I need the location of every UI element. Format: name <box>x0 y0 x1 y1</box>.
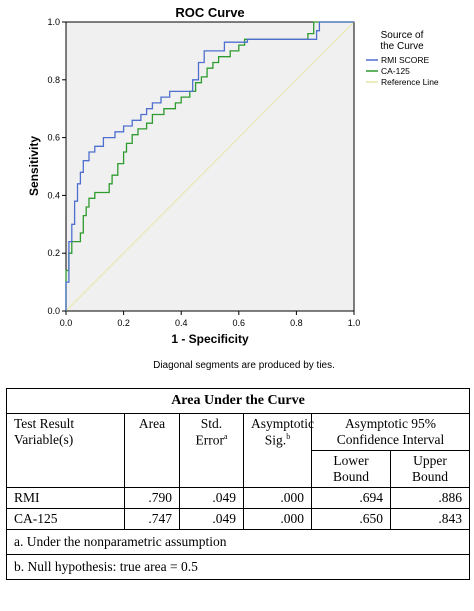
legend-title-line2: the Curve <box>380 41 424 52</box>
cell-lower: .650 <box>311 508 391 530</box>
cell-lower: .694 <box>311 487 391 509</box>
legend-entry-label: RMI SCORE <box>381 55 430 65</box>
tick-layer: 0.0 0.2 0.4 0.6 0.8 1.0 0.0 0.2 0.4 0.6 0.8 1.0 <box>47 17 360 328</box>
y-tick-label: 0.2 <box>47 248 60 258</box>
header-std-error-sup: a <box>223 432 228 441</box>
header-lower: Lower Bound <box>311 450 391 488</box>
auc-table: Area Under the Curve Test Result Variabl… <box>5 388 471 580</box>
table-title: Area Under the Curve <box>5 388 471 414</box>
legend-entry-label: Reference Line <box>381 77 439 87</box>
footnote-b: b. Null hypothesis: true area = 0.5 <box>5 554 471 580</box>
legend: Source of the Curve RMI SCORECA-125Refer… <box>366 30 439 87</box>
cell-std-error: .049 <box>179 508 244 530</box>
x-axis-label: 1 - Specificity <box>171 332 249 346</box>
table-row: RMI .790 .049 .000 .694 .886 <box>6 487 471 509</box>
header-variable: Test Result Variable(s) <box>6 413 125 488</box>
x-tick-label: 0.4 <box>175 318 188 328</box>
header-upper: Upper Bound <box>389 450 471 488</box>
header-asymp-sig: Asymptotic Sig.b <box>243 413 314 488</box>
y-axis-label: Sensitivity <box>27 136 41 196</box>
header-std-error: Std. Errora <box>179 413 244 488</box>
series-layer <box>65 21 355 312</box>
x-tick-label: 0.6 <box>233 318 246 328</box>
header-area: Area <box>124 413 180 488</box>
cell-variable: CA-125 <box>6 508 125 530</box>
y-tick-label: 0.0 <box>47 306 60 316</box>
ties-annotation: Diagonal segments are produced by ties. <box>153 360 335 371</box>
y-tick-label: 0.6 <box>47 133 60 143</box>
y-tick-label: 1.0 <box>47 17 60 27</box>
x-tick-label: 0.8 <box>290 318 303 328</box>
y-tick-label: 0.8 <box>47 75 60 85</box>
legend-entry-label: CA-125 <box>381 66 410 76</box>
cell-asymp-sig: .000 <box>243 487 312 509</box>
cell-upper: .886 <box>389 487 471 509</box>
table-row: CA-125 .747 .049 .000 .650 .843 <box>6 508 471 530</box>
chart-title: ROC Curve <box>175 5 244 20</box>
cell-std-error: .049 <box>179 487 244 509</box>
series-line-rmi-score <box>65 21 354 311</box>
cell-area: .790 <box>124 487 180 509</box>
footnote-a: a. Under the nonparametric assumption <box>5 529 471 555</box>
cell-asymp-sig: .000 <box>243 508 312 530</box>
roc-chart: ROC Curve 0.0 0.2 0.4 0.6 0.8 1.0 0.0 0.2 0.4 0.6… <box>27 5 439 371</box>
series-line-ca-125 <box>65 21 354 311</box>
cell-variable: RMI <box>6 487 125 509</box>
legend-title-line1: Source of <box>381 30 424 41</box>
cell-upper: .843 <box>389 508 471 530</box>
cell-area: .747 <box>124 508 180 530</box>
series-line-reference-line <box>65 21 355 312</box>
header-std-error-text: Std. Error <box>195 416 224 448</box>
header-asymp-sig-text: Asymptotic Sig. <box>251 416 314 448</box>
header-ci: Asymptotic 95% Confidence Interval <box>310 413 471 451</box>
x-tick-label: 0.2 <box>117 318 130 328</box>
x-tick-label: 1.0 <box>348 318 361 328</box>
header-asymp-sig-sup: b <box>286 432 291 441</box>
y-tick-label: 0.4 <box>47 190 60 200</box>
x-tick-label: 0.0 <box>60 318 73 328</box>
